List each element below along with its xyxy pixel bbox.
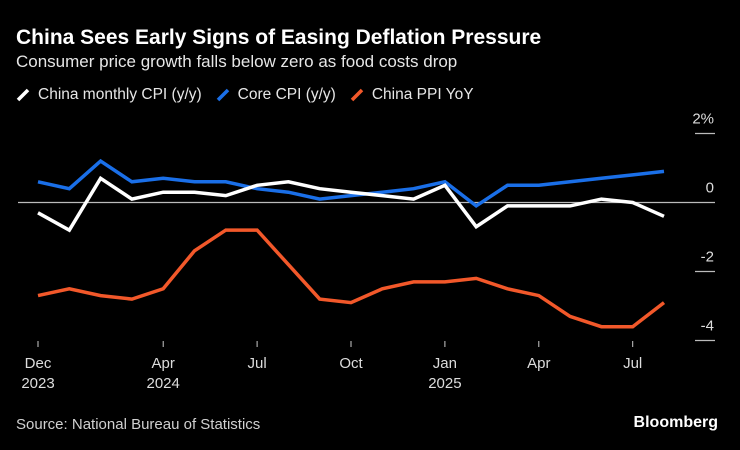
y-tick-label: -2 [701, 249, 714, 266]
y-tick-label: -4 [701, 318, 714, 335]
x-tick-year: 2024 [147, 375, 180, 392]
series-line-cpi [37, 175, 665, 233]
y-tick-label: 2% [692, 111, 714, 128]
legend-item-cpi: China monthly CPI (y/y) [16, 86, 202, 104]
chart-title: China Sees Early Signs of Easing Deflati… [16, 26, 542, 49]
series-line-ppi [37, 228, 666, 329]
legend-label: Core CPI (y/y) [237, 86, 336, 103]
x-tick-label: Apr [152, 355, 175, 372]
legend-item-ppi: China PPI YoY [350, 86, 474, 104]
x-tick-label: Apr [527, 355, 550, 372]
bloomberg-logo: Bloomberg [633, 414, 718, 431]
y-tick-label: 0 [706, 180, 714, 197]
source-note: Source: National Bureau of Statistics [16, 416, 261, 433]
x-tick-year: 2023 [21, 375, 54, 392]
x-tick-label: Jul [248, 355, 267, 372]
x-tick-label: Dec [25, 355, 52, 372]
legend-label: China monthly CPI (y/y) [38, 86, 202, 103]
x-tick-year: 2025 [428, 375, 461, 392]
series-line-core-cpi [37, 158, 665, 209]
legend: China monthly CPI (y/y) Core CPI (y/y) C… [16, 86, 474, 104]
x-tick-label: Jan [433, 355, 457, 372]
chart-subtitle: Consumer price growth falls below zero a… [16, 52, 458, 71]
x-tick-label: Jul [623, 355, 642, 372]
legend-label: China PPI YoY [371, 86, 474, 103]
x-tick-label: Oct [339, 355, 363, 372]
legend-item-core-cpi: Core CPI (y/y) [216, 86, 336, 104]
